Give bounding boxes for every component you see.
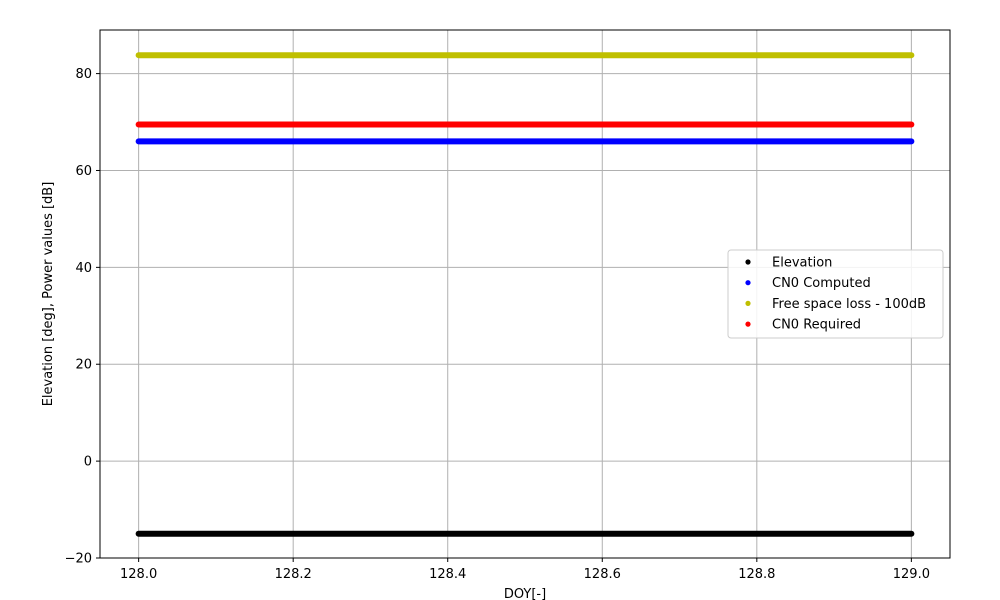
y-tick-label: 60	[75, 164, 92, 179]
legend-label: CN0 Required	[772, 318, 861, 333]
plot-frame	[99, 29, 951, 559]
x-tick-label: 129.0	[893, 567, 930, 582]
legend-label: Elevation	[772, 256, 832, 271]
y-tick-label: 20	[75, 358, 92, 373]
legend-label: CN0 Computed	[772, 276, 871, 291]
legend-box	[727, 249, 944, 339]
x-axis-label: DOY[-]	[504, 587, 546, 600]
x-tick-label: 128.6	[584, 567, 621, 582]
y-axis-label: Elevation [deg], Power values [dB]	[41, 182, 56, 407]
y-tick-label: 0	[84, 455, 92, 470]
x-tick-label: 128.2	[275, 567, 312, 582]
legend-label: Free space loss - 100dB	[772, 297, 926, 312]
y-tick-label: 40	[75, 261, 92, 276]
legend-marker	[745, 280, 751, 286]
x-tick-label: 128.8	[738, 567, 775, 582]
legend-marker	[745, 321, 751, 327]
y-tick-label: −20	[65, 552, 92, 567]
x-tick-label: 128.4	[429, 567, 466, 582]
series-layer	[135, 52, 915, 537]
y-tick-label: 80	[75, 67, 92, 82]
ticks: 128.0 128.2 128.4 128.6 128.8 129.0 −20 0 20 40 60…	[65, 67, 930, 582]
legend: Elevation CN0 Computed Free space loss - 1…	[727, 249, 944, 339]
legend-marker	[745, 300, 751, 306]
legend-marker	[745, 259, 751, 265]
x-tick-label: 128.0	[120, 567, 157, 582]
